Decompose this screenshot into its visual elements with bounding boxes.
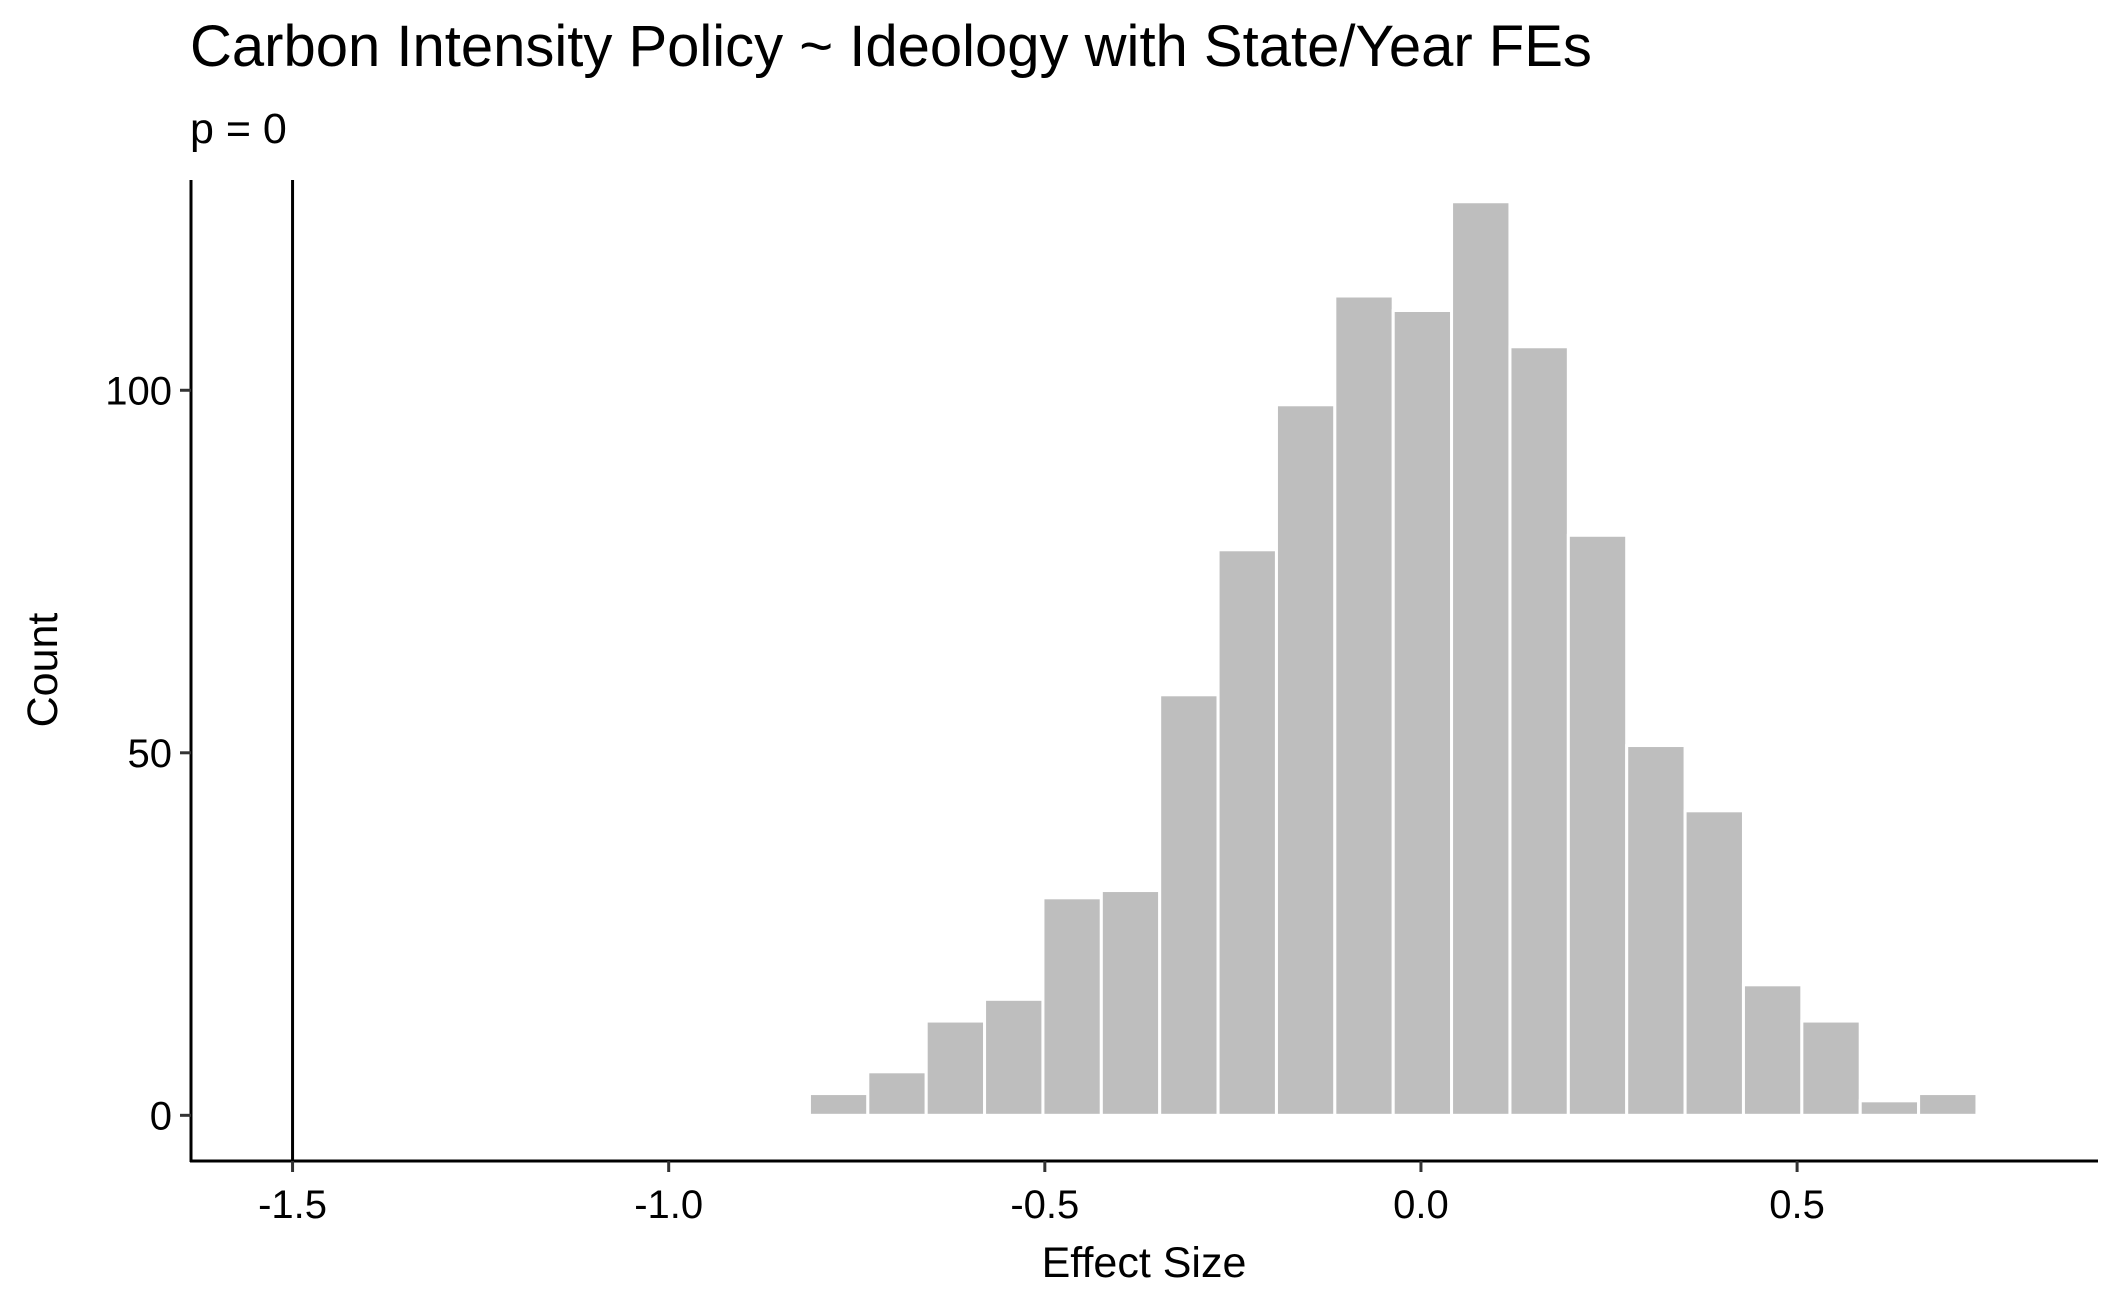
- histogram-bar: [1158, 693, 1220, 1117]
- histogram-bars: [749, 200, 2037, 1117]
- histogram-bar: [1099, 889, 1162, 1117]
- chart-title: Carbon Intensity Policy ~ Ideology with …: [190, 14, 1592, 79]
- histogram-bar: [1450, 200, 1512, 1117]
- histogram-bar: [1041, 896, 1103, 1117]
- histogram-bar: [1917, 1092, 1979, 1117]
- histogram-bar: [807, 1092, 870, 1117]
- histogram-bar: [1741, 983, 1804, 1117]
- x-tick-label: -1.0: [634, 1183, 703, 1227]
- histogram-bar: [1858, 1099, 1921, 1117]
- x-axis-title: Effect Size: [1042, 1239, 1247, 1287]
- histogram-bar: [749, 1111, 811, 1117]
- y-axis-ticks: 0 50 100: [105, 369, 191, 1138]
- histogram-bar: [1683, 809, 1745, 1117]
- x-tick-label: -1.5: [258, 1183, 327, 1227]
- histogram-bar: [983, 997, 1045, 1117]
- histogram-bar: [1333, 294, 1395, 1117]
- y-axis-title: Count: [19, 613, 67, 728]
- histogram-bar: [924, 1019, 987, 1117]
- histogram-bar: [1391, 309, 1454, 1117]
- x-tick-label: 0.0: [1393, 1183, 1449, 1227]
- histogram-bar: [1216, 548, 1278, 1117]
- histogram-bar: [1800, 1019, 1862, 1117]
- y-tick-label: 0: [150, 1094, 172, 1138]
- histogram-bar: [1508, 345, 1570, 1117]
- chart-subtitle: p = 0: [190, 105, 287, 153]
- histogram-bar: [1625, 744, 1687, 1117]
- x-tick-label: -0.5: [1010, 1183, 1079, 1227]
- x-axis-ticks: -1.5 -1.0 -0.5 0.0 0.5: [258, 1161, 1825, 1227]
- y-tick-label: 100: [105, 369, 172, 413]
- histogram-bar: [1975, 1111, 2037, 1117]
- y-tick-label: 50: [128, 732, 173, 776]
- x-tick-label: 0.5: [1769, 1183, 1825, 1227]
- histogram-bar: [1566, 533, 1629, 1117]
- histogram-bar: [866, 1070, 928, 1117]
- histogram-bar: [1274, 403, 1337, 1117]
